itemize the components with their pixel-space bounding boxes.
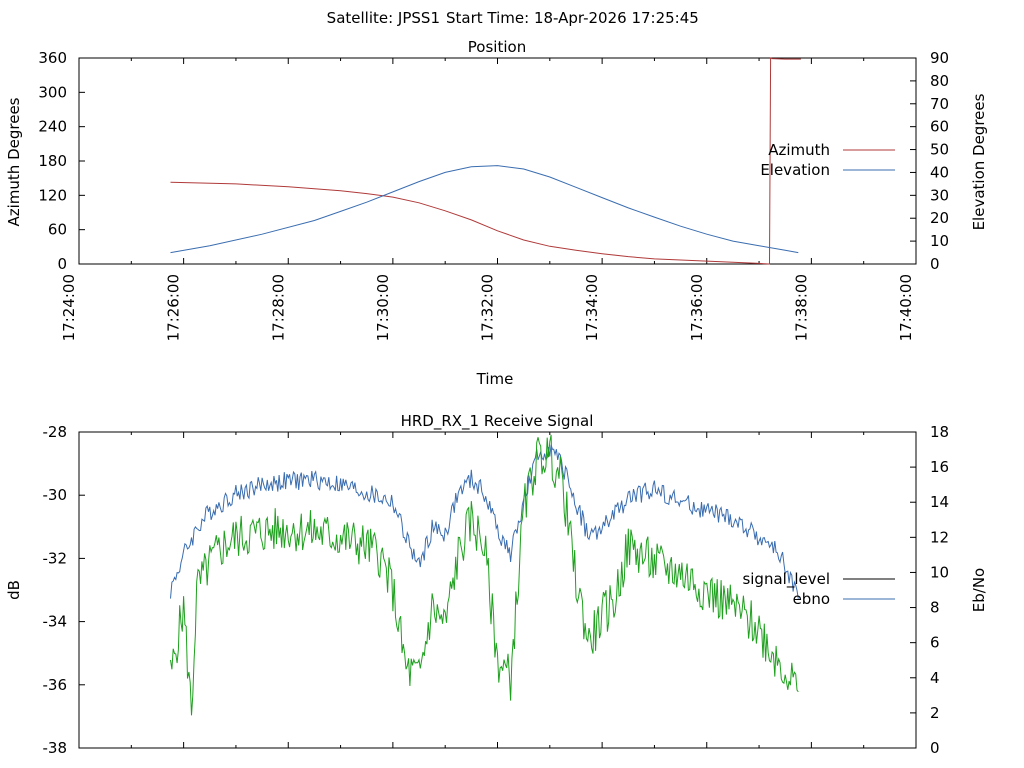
x-tick-label: 17:26:00 [165,274,183,341]
position-y2-axis-label: Elevation Degrees [970,93,988,230]
y-tick-label: -32 [43,549,68,567]
y-tick-label: -30 [43,486,68,504]
x-tick-label: 17:38:00 [792,274,810,341]
position-series-line-1 [170,165,799,254]
x-tick-label: 17:30:00 [374,274,392,341]
y-tick-label: 60 [48,221,67,239]
y-tick-label: 240 [38,118,67,136]
y2-tick-label: 30 [930,186,949,204]
y-tick-label: -34 [43,613,68,631]
y2-tick-label: 18 [930,423,949,441]
legend-label: ebno [793,590,830,608]
y-tick-label: 180 [38,152,67,170]
y2-tick-label: 0 [930,739,940,757]
receive-signal-series-line-1 [170,444,799,599]
y2-tick-label: 50 [930,141,949,159]
y-tick-label: 120 [38,186,67,204]
position-chart: Position 17:24:00 17:26:00 17:28:00 17:30:0… [5,38,988,388]
y2-tick-label: 12 [930,528,949,546]
receive-signal-series-line-2 [170,434,799,716]
y2-tick-label: 20 [930,209,949,227]
x-tick-label: 17:28:00 [269,274,287,341]
x-tick-label: 17:24:00 [60,274,78,341]
position-x-axis-label: Time [476,370,514,388]
x-tick-label: 17:32:00 [479,274,497,341]
start-time-label: Start Time: 18-Apr-2026 17:25:45 [446,9,699,27]
y2-tick-label: 0 [930,255,940,273]
y2-tick-label: 16 [930,458,949,476]
legend-label: Azimuth [768,141,830,159]
y2-tick-label: 2 [930,704,940,722]
y2-tick-label: 4 [930,669,940,687]
position-series-line-0 [170,57,801,265]
receive-signal-chart: HRD_RX_1 Receive Signal -38 -36 -34 -32 -30 -… [5,412,988,757]
y-tick-label: -38 [43,739,68,757]
receive-signal-chart-title: HRD_RX_1 Receive Signal [401,412,594,431]
x-tick-label: 17:36:00 [688,274,706,341]
receive-signal-y2-axis-label: Eb/No [970,568,988,612]
position-chart-title: Position [468,38,526,56]
y2-tick-label: 8 [930,599,940,617]
receive-signal-plot-frame [78,431,917,749]
y-tick-label: -36 [43,676,68,694]
y-tick-label: -28 [43,423,68,441]
y2-tick-label: 14 [930,493,949,511]
y-tick-label: 360 [38,49,67,67]
legend-label: signal_level [742,570,830,589]
y2-tick-label: 90 [930,49,949,67]
y2-tick-label: 10 [930,563,949,581]
legend-label: Elevation [760,161,830,179]
y2-tick-label: 70 [930,95,949,113]
satellite-label: Satellite: JPSS1 [327,9,440,27]
x-tick-label: 17:40:00 [897,274,915,341]
y-tick-label: 300 [38,83,67,101]
y2-tick-label: 10 [930,232,949,250]
x-tick-label: 17:34:00 [583,274,601,341]
position-y-axis-label: Azimuth Degrees [5,97,23,226]
y2-tick-label: 40 [930,163,949,181]
y2-tick-label: 80 [930,72,949,90]
y-tick-label: 0 [57,255,67,273]
receive-signal-y-axis-label: dB [5,580,23,600]
y2-tick-label: 60 [930,118,949,136]
y2-tick-label: 6 [930,634,940,652]
